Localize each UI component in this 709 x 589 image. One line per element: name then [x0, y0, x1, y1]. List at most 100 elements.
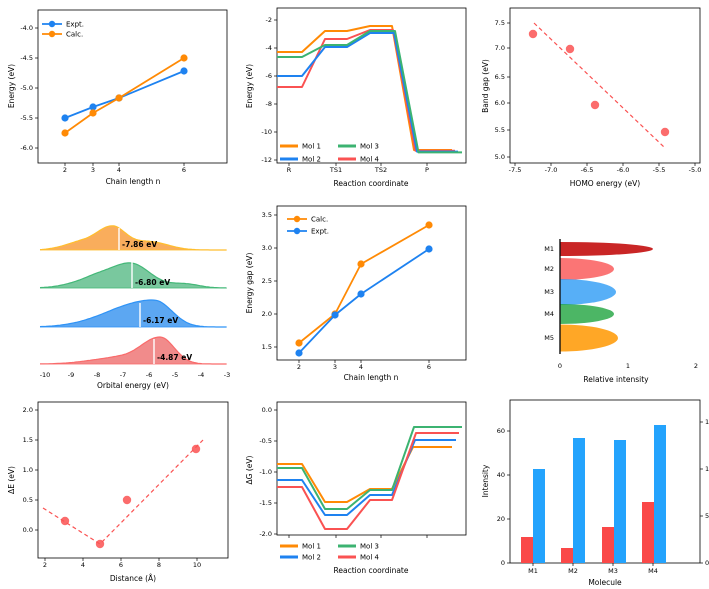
y-tick-label: 5.0	[495, 153, 505, 161]
legend-label: Expt.	[311, 227, 329, 235]
x-tick-label: 6	[119, 561, 123, 569]
series-marker	[295, 339, 303, 347]
y-tick-label: 3.0	[262, 244, 272, 252]
x-axis-label: Chain length n	[344, 373, 399, 382]
ridge-mean-label: -6.17 eV	[143, 316, 178, 325]
y-tick-label: 2.0	[23, 406, 33, 414]
x-tick-label: M2	[568, 567, 578, 575]
x-tick-label: -7	[120, 371, 126, 379]
y-tick-label: -5.5	[20, 114, 33, 122]
bar	[561, 548, 573, 563]
legend-label: Calc.	[66, 30, 83, 38]
series-marker	[180, 67, 188, 75]
y-tick-label: 2.0	[262, 310, 272, 318]
y-tick-label: 0.0	[262, 406, 272, 414]
x-tick-label: M1	[528, 567, 538, 575]
half-ellipse	[560, 258, 614, 280]
legend-label: Expt.	[66, 20, 84, 28]
scatter-point	[590, 100, 600, 110]
x-tick-label: -6.5	[581, 166, 594, 174]
y-tick-label: -2	[266, 16, 272, 24]
scatter-point	[60, 516, 70, 526]
series-line	[277, 426, 462, 510]
x-tick-label: -7.5	[509, 166, 522, 174]
y-tick-label: 1.5	[23, 436, 33, 444]
half-ellipse	[560, 242, 653, 256]
axes-frame	[276, 7, 467, 164]
x-tick-label: 2	[43, 561, 47, 569]
panel-top-left-line: -4.0 -4.5 -5.0 -5.5 -6.0 2 3 4 6 Chain length n En…	[7, 9, 228, 186]
x-axis-label: Orbital energy (eV)	[97, 381, 169, 390]
scatter-point	[191, 444, 201, 454]
ridge-outline	[40, 336, 226, 365]
legend-label: Mol 4	[360, 155, 379, 163]
x-tick-label: -4	[198, 371, 204, 379]
scatter-point	[565, 44, 575, 54]
series-marker	[331, 311, 339, 319]
axes-frame	[37, 401, 229, 559]
y-tick-label: -6.0	[20, 144, 33, 152]
legend-label: Mol 1	[302, 542, 321, 550]
series-marker	[115, 94, 123, 102]
y-axis-label: ΔE (eV)	[7, 466, 16, 494]
bar	[654, 425, 666, 563]
y2-tick-label: 100	[705, 465, 709, 473]
x-tick-label: TS1	[329, 166, 342, 174]
x-tick-label: 6	[182, 166, 186, 174]
legend-label: Mol 1	[302, 142, 321, 150]
y-tick-label: -0.5	[259, 437, 272, 445]
x-tick-label: M3	[608, 567, 618, 575]
y2-tick-label: 0	[705, 559, 709, 567]
scatter-point	[122, 495, 132, 505]
x-tick-label: P	[425, 166, 429, 174]
series-line	[277, 30, 462, 154]
y-axis-label: Energy (eV)	[245, 64, 254, 108]
axes-frame	[37, 9, 228, 164]
bar	[521, 537, 533, 563]
series-marker	[180, 54, 188, 62]
legend-marker	[48, 20, 56, 28]
y-tick-label: 0	[501, 559, 505, 567]
y-tick-label: -6	[266, 72, 272, 80]
axes-frame	[276, 205, 467, 361]
scatter-point	[660, 127, 670, 137]
scatter-point	[528, 29, 538, 39]
category-label: M3	[544, 288, 554, 296]
bar	[533, 469, 545, 563]
bar	[642, 502, 654, 563]
category-label: M2	[544, 265, 554, 273]
x-tick-label: -10	[40, 371, 51, 379]
series-marker	[89, 103, 97, 111]
panel-bot-mid-levels: 0.0 -0.5 -1.0 -1.5 -2.0 Reaction coordinate ΔG…	[245, 401, 467, 575]
y2-tick-label: 50	[705, 512, 709, 520]
y-tick-label: 3.5	[262, 211, 272, 219]
ridge-outline	[39, 299, 226, 328]
ridge-fill	[40, 225, 227, 250]
panel-bot-right-bars: 0 20 40 60 0 50 100 150 M1 M2 M3 M4 Molecule Intensit…	[481, 399, 709, 587]
legend-label: Mol 3	[360, 542, 379, 550]
y-tick-label: 2.5	[262, 277, 272, 285]
y-tick-label: 60	[497, 427, 505, 435]
bar	[573, 438, 585, 563]
y-tick-label: 6.0	[495, 99, 505, 107]
ridge-fill	[40, 262, 227, 288]
legend-marker	[293, 227, 301, 235]
series-line	[277, 432, 459, 530]
x-tick-label: -8	[94, 371, 100, 379]
y-axis-label: Energy gap (eV)	[245, 253, 254, 314]
y-axis-label: ΔG (eV)	[245, 455, 254, 484]
x-axis-label: Molecule	[588, 578, 622, 587]
y-tick-label: 0.5	[23, 496, 33, 504]
panel-top-mid-levels: -2 -4 -6 -8 -10 -12 R TS1 TS2 P Reaction coordinat…	[245, 7, 467, 188]
series-line	[277, 29, 455, 152]
y-tick-label: 20	[497, 515, 505, 523]
legend-marker	[293, 215, 301, 223]
x-axis-label: HOMO energy (eV)	[570, 179, 640, 188]
x-tick-label: 6	[427, 363, 431, 371]
bar	[614, 440, 626, 563]
category-label: M4	[544, 310, 554, 318]
legend-label: Mol 3	[360, 142, 379, 150]
x-axis-label: Reaction coordinate	[334, 566, 409, 575]
x-tick-label: M4	[648, 567, 658, 575]
